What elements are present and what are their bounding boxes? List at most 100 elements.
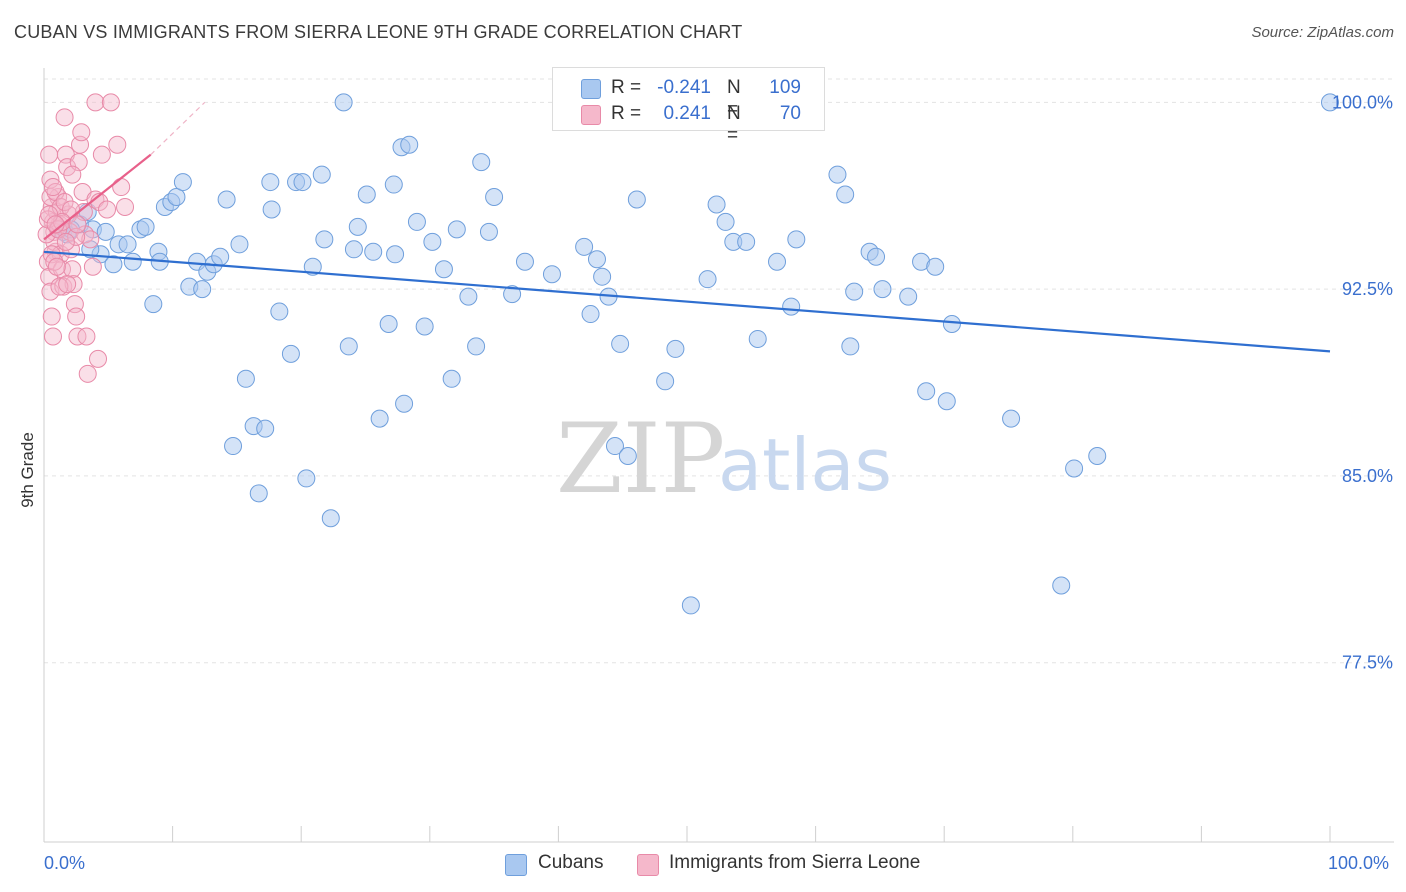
cuban-point <box>386 245 405 264</box>
sierra-leone-point <box>58 275 77 294</box>
cuban-point <box>173 173 192 192</box>
cuban-point <box>395 394 414 413</box>
cuban-point <box>605 437 624 456</box>
sierra-leone-point <box>56 232 75 251</box>
cuban-point <box>315 230 334 249</box>
x-tick-label-max: 100.0% <box>1328 853 1390 873</box>
sierra-leone-point <box>89 349 108 368</box>
cuban-point <box>379 315 398 334</box>
cuban-point <box>256 419 275 438</box>
bottom-legend-label-sierra-leone: Immigrants from Sierra Leone <box>669 852 921 873</box>
cuban-point <box>787 230 806 249</box>
legend-r-value: 0.241 <box>663 103 711 124</box>
trend-lines <box>43 101 1331 353</box>
y-tick-label: 100.0% <box>1332 92 1393 112</box>
sierra-leone-point <box>92 145 111 164</box>
cuban-point <box>768 252 787 271</box>
sierra-leone-trend-extension <box>150 101 206 156</box>
cuban-point <box>542 265 561 284</box>
sierra-leone-point <box>42 307 61 326</box>
sierra-leone-point <box>112 178 131 197</box>
sierra-leone-point <box>83 257 102 276</box>
cuban-point <box>942 315 961 334</box>
legend-r-label: R = <box>611 103 647 124</box>
cuban-point <box>423 232 442 251</box>
cubans-points <box>50 93 1339 615</box>
sierra-leone-point <box>81 230 100 249</box>
cuban-point <box>666 339 685 358</box>
cuban-point <box>1052 576 1071 595</box>
bottom-legend-swatch-cubans <box>505 854 527 876</box>
cuban-point <box>681 596 700 615</box>
bottom-legend-label-cubans: Cubans <box>538 852 604 873</box>
legend-n-label: N = <box>727 77 741 120</box>
legend-r-value: -0.241 <box>657 77 711 98</box>
sierra-leone-point <box>55 108 74 127</box>
cuban-point <box>828 165 847 184</box>
cuban-point <box>737 232 756 251</box>
bottom-legend-swatch-sierra-leone <box>637 854 659 876</box>
sierra-leone-point <box>108 135 127 154</box>
watermark-atlas: atlas <box>718 423 892 507</box>
cuban-point <box>339 337 358 356</box>
cuban-point <box>926 257 945 276</box>
cuban-point <box>1002 409 1021 428</box>
cuban-point <box>118 235 137 254</box>
legend-r-label: R = <box>611 77 647 98</box>
sierra-leone-point <box>68 215 87 234</box>
sierra-leone-point <box>86 93 105 112</box>
sierra-leone-trend-line <box>43 153 152 241</box>
sierra-leone-point <box>55 192 74 211</box>
cuban-point <box>407 212 426 231</box>
y-tick-label: 77.5% <box>1342 653 1393 673</box>
cuban-point <box>270 302 289 321</box>
cuban-point <box>698 270 717 289</box>
cuban-point <box>293 173 312 192</box>
sierra-leone-point <box>47 257 66 276</box>
cuban-point <box>593 267 612 286</box>
cuban-point <box>447 220 466 239</box>
y-tick-label: 92.5% <box>1342 279 1393 299</box>
sierra-leone-point <box>44 327 63 346</box>
cuban-point <box>193 280 212 299</box>
cuban-point <box>249 484 268 503</box>
cuban-point <box>357 185 376 204</box>
cuban-point <box>917 382 936 401</box>
sierra-leone-point <box>77 327 96 346</box>
legend-n-label: N = <box>727 103 741 146</box>
legend-n-value: 109 <box>769 77 801 98</box>
cuban-point <box>211 247 230 266</box>
cuban-point <box>136 217 155 236</box>
cuban-point <box>581 305 600 324</box>
watermark-zip: ZIP <box>556 403 725 515</box>
chart-title: CUBAN VS IMMIGRANTS FROM SIERRA LEONE 9T… <box>14 22 743 42</box>
sierra-leone-point <box>67 307 86 326</box>
watermark: ZIP atlas <box>556 403 892 515</box>
cuban-point <box>415 317 434 336</box>
cuban-point <box>297 469 316 488</box>
sierra-leone-point <box>98 200 117 219</box>
cuban-point <box>937 392 956 411</box>
cuban-point <box>716 212 735 231</box>
axes <box>43 68 1394 843</box>
sierra-leone-point <box>40 145 59 164</box>
y-axis-label: 9th Grade <box>18 432 37 508</box>
sierra-leone-point <box>40 205 59 224</box>
cuban-point <box>303 257 322 276</box>
cuban-point <box>442 369 461 388</box>
cuban-point <box>485 188 504 207</box>
cuban-point <box>312 165 331 184</box>
cuban-point <box>627 190 646 209</box>
cuban-point <box>321 509 340 528</box>
cuban-point <box>873 280 892 299</box>
cuban-point <box>1088 447 1107 465</box>
source-label: Source: ZipAtlas.com <box>1251 24 1394 41</box>
cuban-point <box>472 153 491 172</box>
cuban-point <box>104 255 123 274</box>
sierra-leone-point <box>68 327 87 346</box>
y-tick-label: 85.0% <box>1342 466 1393 486</box>
sierra-leone-point <box>44 178 63 197</box>
cuban-point <box>230 235 249 254</box>
sierra-leone-point <box>63 165 82 184</box>
